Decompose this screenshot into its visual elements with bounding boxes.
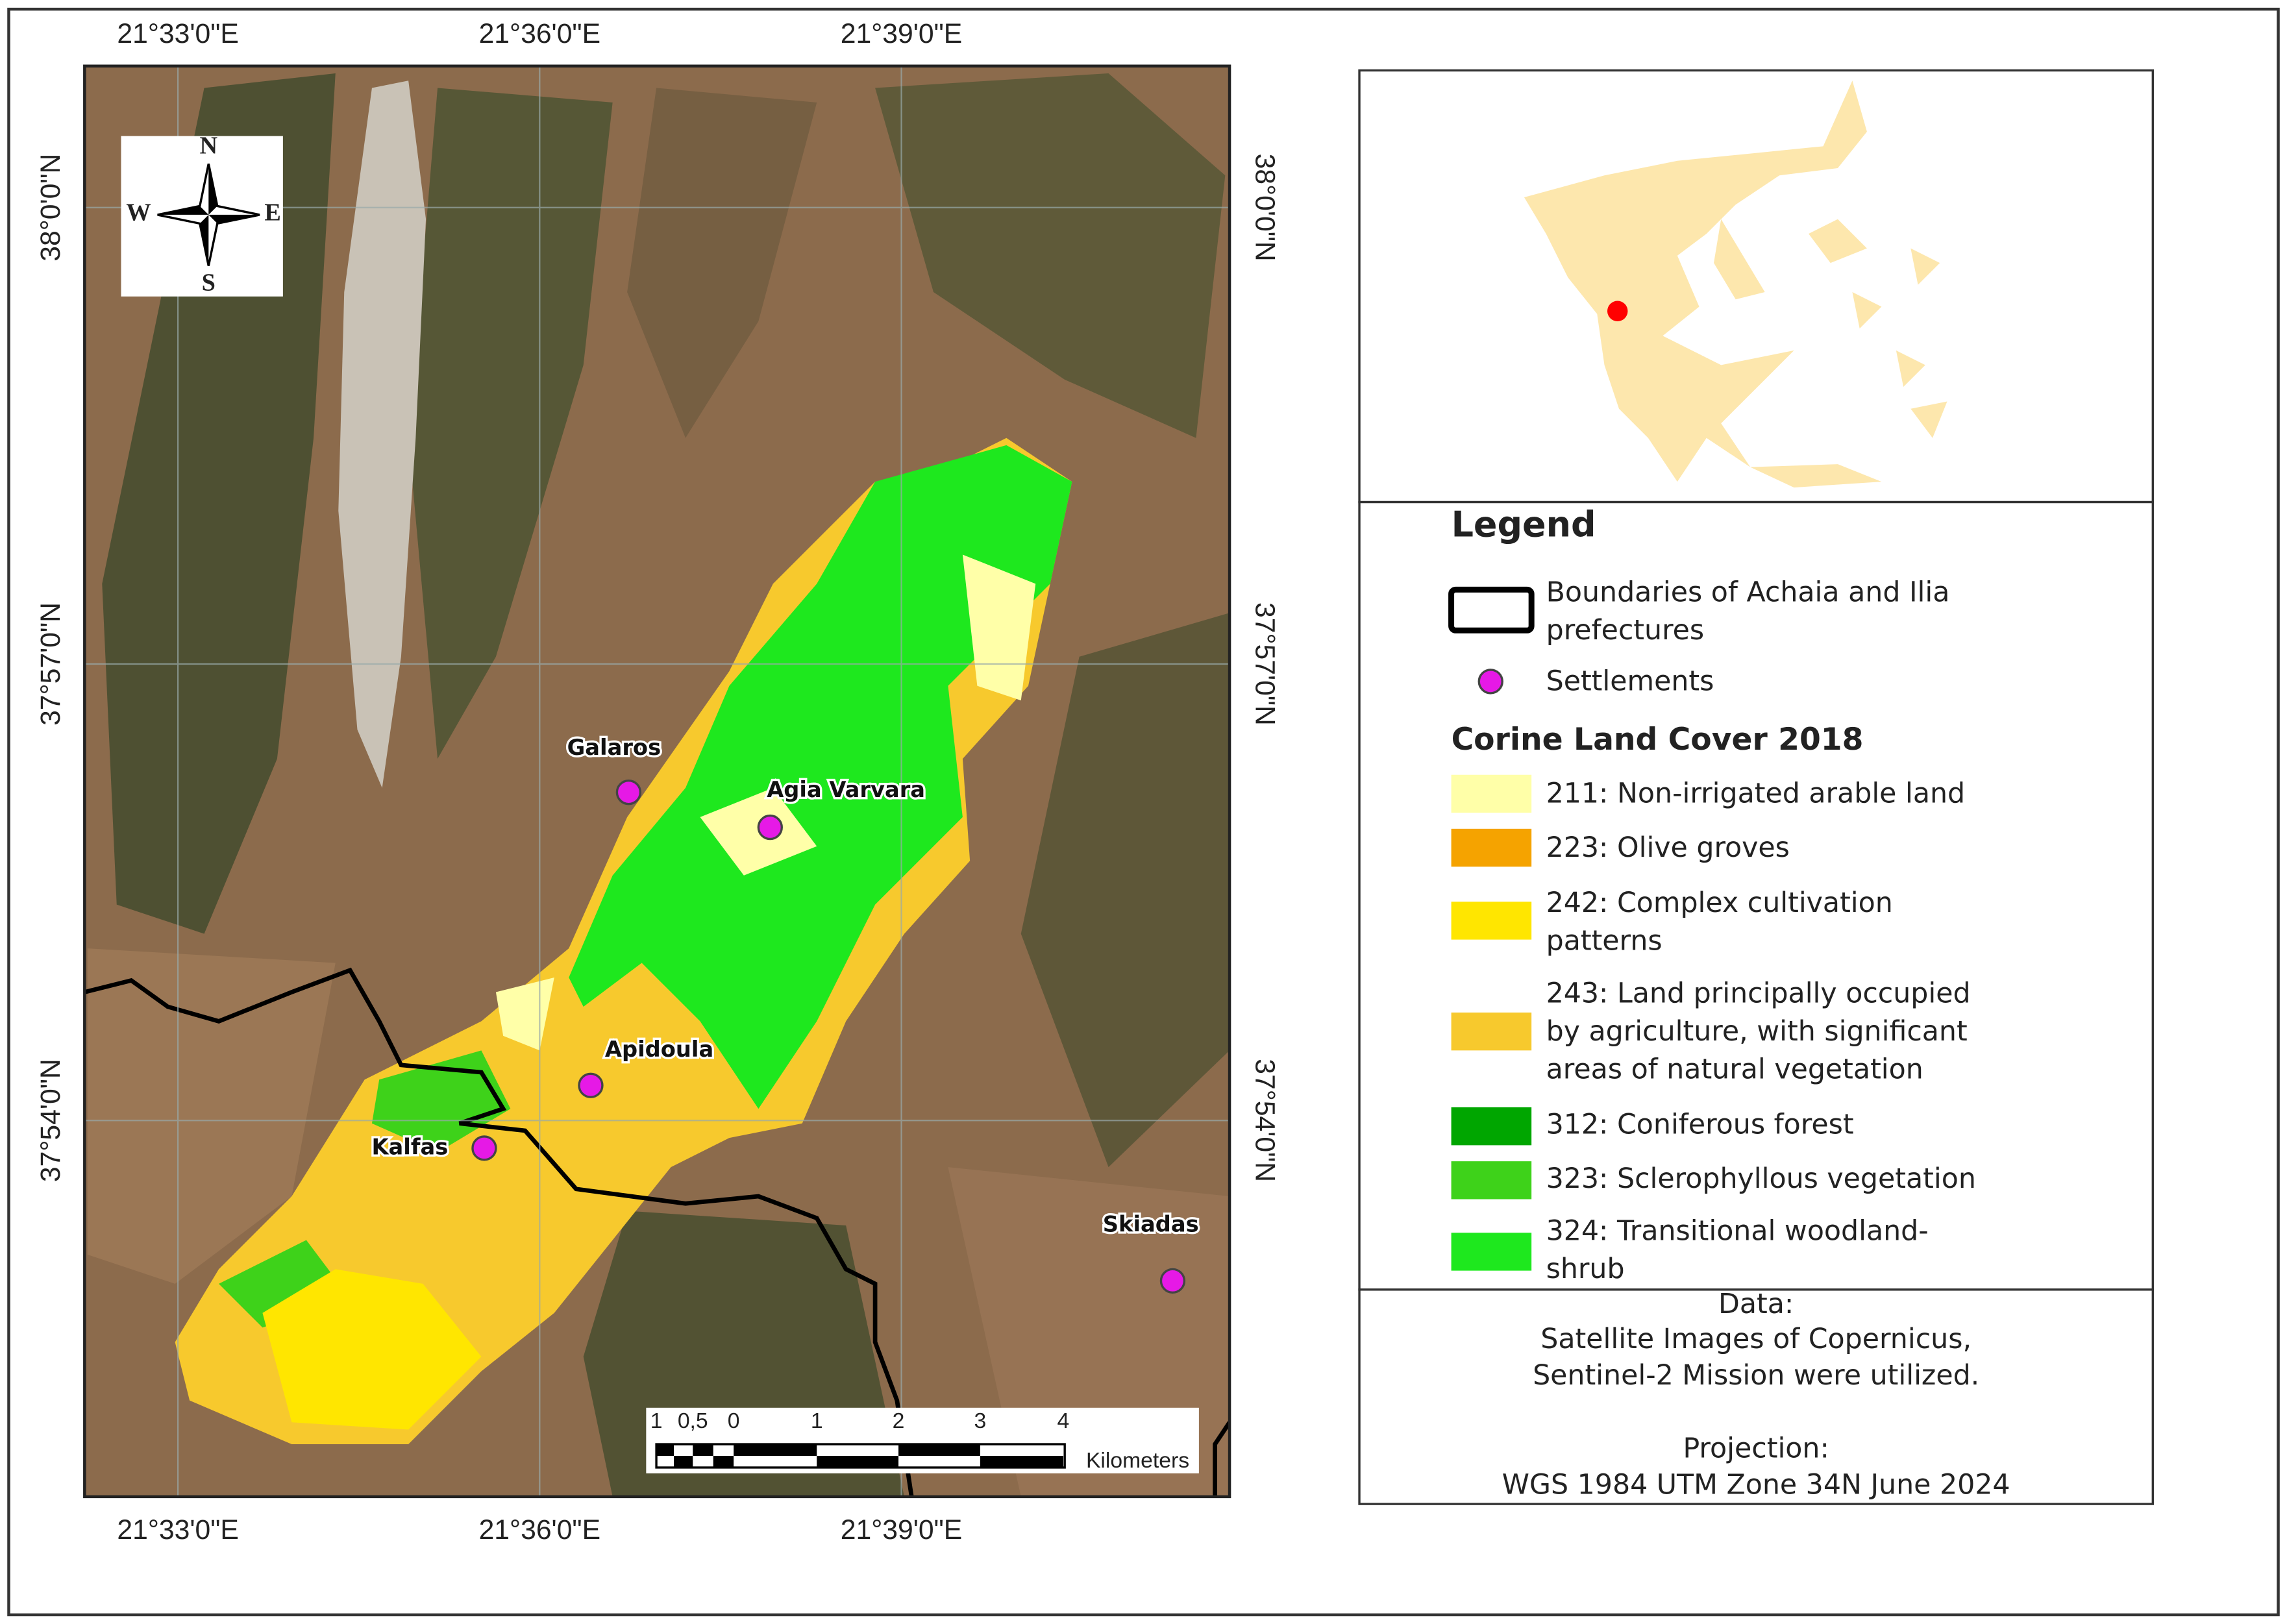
compass-letter: N xyxy=(200,132,218,159)
settlement xyxy=(615,780,642,806)
settlement xyxy=(471,1135,497,1161)
latitude-label: 37°57'0"N xyxy=(35,602,66,726)
latitude-label: 38°0'0"N xyxy=(1249,154,1280,262)
scale-label: 2 xyxy=(893,1409,905,1433)
credit-text: Satellite Images of Copernicus, xyxy=(1540,1323,1972,1355)
inset-map xyxy=(1358,69,2154,504)
legend-label: patterns xyxy=(1546,925,1663,957)
settlement-label: Apidoula xyxy=(605,1037,713,1062)
satellite-map xyxy=(84,66,1230,1497)
legend-swatch xyxy=(1451,1012,1532,1051)
legend-label: 312: Coniferous forest xyxy=(1546,1109,1854,1141)
boundary-symbol xyxy=(1448,586,1535,634)
compass-letter: E xyxy=(264,199,280,227)
compass-letter: S xyxy=(202,269,216,297)
map-frame xyxy=(83,64,1231,1499)
longitude-label: 21°39'0"E xyxy=(841,1514,962,1545)
settlement xyxy=(578,1072,604,1098)
settlement-label: Kalfas xyxy=(371,1134,448,1159)
credit-text: Sentinel-2 Mission were utilized. xyxy=(1533,1359,1979,1392)
scale-label: 3 xyxy=(974,1409,986,1433)
settlement-label: Skiadas xyxy=(1103,1211,1199,1236)
latitude-label: 38°0'0"N xyxy=(35,154,66,262)
credit-text: Data: xyxy=(1718,1288,1794,1320)
longitude-label: 21°33'0"E xyxy=(117,18,238,49)
settlement xyxy=(757,814,783,841)
scale-label: 0 xyxy=(728,1409,740,1433)
legend-swatch xyxy=(1451,828,1532,867)
legend-label: by agriculture, with significant xyxy=(1546,1015,1968,1048)
legend-label: areas of natural vegetation xyxy=(1546,1053,1923,1085)
legend-label: 242: Complex cultivation xyxy=(1546,887,1893,919)
longitude-label: 21°33'0"E xyxy=(117,1514,238,1545)
compass-letter: W xyxy=(126,199,151,227)
legend-swatch xyxy=(1451,1161,1532,1200)
legend-swatch xyxy=(1451,902,1532,940)
scale-label: 4 xyxy=(1057,1409,1070,1433)
credit-text: WGS 1984 UTM Zone 34N June 2024 xyxy=(1502,1469,2010,1501)
settlement-symbol xyxy=(1477,669,1503,695)
settlement-label: Agia Varvara xyxy=(767,777,925,802)
legend-label: prefectures xyxy=(1546,614,1705,646)
settlement xyxy=(1159,1268,1186,1294)
legend-label: Boundaries of Achaia and Ilia xyxy=(1546,576,1950,609)
longitude-label: 21°39'0"E xyxy=(841,18,962,49)
scale-label: 1 xyxy=(650,1409,663,1433)
legend-label: Settlements xyxy=(1546,665,1714,698)
latitude-label: 37°54'0"N xyxy=(35,1059,66,1182)
legend-title: Legend xyxy=(1452,504,1596,545)
legend-label: shrub xyxy=(1546,1253,1625,1285)
legend-subtitle: Corine Land Cover 2018 xyxy=(1452,722,1864,757)
scale-unit: Kilometers xyxy=(1086,1448,1189,1473)
compass xyxy=(121,136,283,297)
legend-swatch xyxy=(1451,1107,1532,1146)
legend-label: 211: Non-irrigated arable land xyxy=(1546,778,1966,810)
scale-label: 0,5 xyxy=(678,1409,708,1433)
scale-bar xyxy=(646,1407,1199,1473)
legend-label: 323: Sclerophyllous vegetation xyxy=(1546,1163,1976,1195)
credits-panel xyxy=(1358,1288,2154,1505)
legend-swatch xyxy=(1451,1233,1532,1271)
latitude-label: 37°54'0"N xyxy=(1249,1059,1280,1182)
settlement-label: Galaros xyxy=(567,735,661,760)
longitude-label: 21°36'0"E xyxy=(479,18,600,49)
latitude-label: 37°57'0"N xyxy=(1249,602,1280,726)
legend-label: 324: Transitional woodland- xyxy=(1546,1215,1929,1248)
scale-label: 1 xyxy=(811,1409,823,1433)
legend-label: 243: Land principally occupied xyxy=(1546,977,1971,1009)
legend-swatch xyxy=(1451,774,1532,813)
legend-label: 223: Olive groves xyxy=(1546,831,1790,864)
credit-text: Projection: xyxy=(1683,1432,1829,1464)
longitude-label: 21°36'0"E xyxy=(479,1514,600,1545)
